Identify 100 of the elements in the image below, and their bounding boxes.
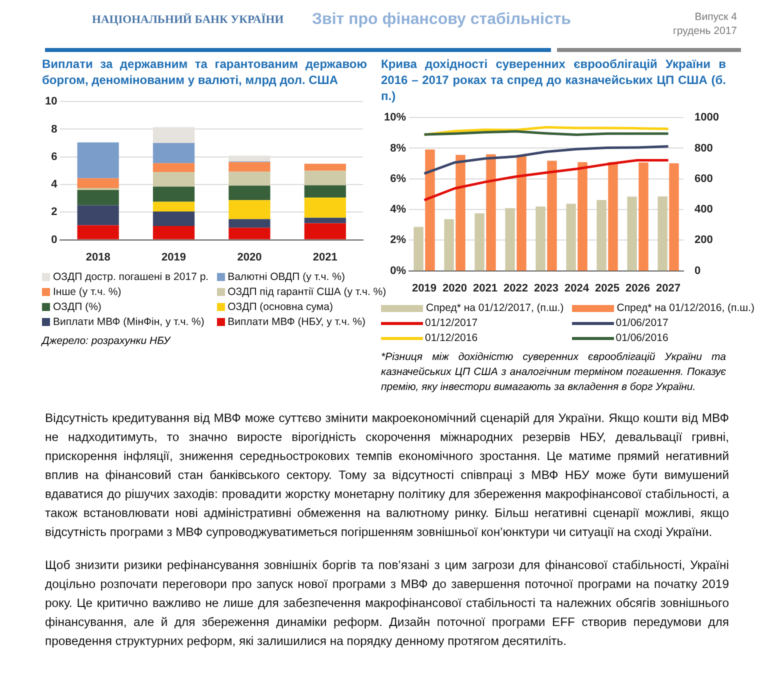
bar — [304, 223, 346, 240]
y2-tick-label: 0 — [694, 264, 701, 277]
chart-title: Крива дохідності суверенних єврооблігацій України в 2016 – 2017 роках та спред до казначейських ЦП США (б. п.) — [381, 56, 726, 104]
y-tick-label: 8% — [390, 142, 406, 154]
bar — [228, 219, 270, 228]
bar — [414, 226, 424, 271]
text: Відсутність кредитування від МВФ може суттєво змінити макроекономічний сценарій для України. Якщо кошти від МВФ не надходитимуть, то значно виросте вірогідність скорочення міжнародних резервів НБУ, девальвації гривні, прискорення інфляції, зниження середньострокових темпів економічного зростання. Це матиме прямий негативний вплив на фінансовий стан банківського сектору. Тому за відсутності співпраці з МВФ НБУ може бути вимушений вдаватися до рішучих заходів: провадити жорстку монетарну політику для збереження макрофінансової стабільності, а також встановлювати нові адміністративні обмеження на валютному ринку. Більш негативні сценарії можливі, якщо відсутність програми з МВФ супроводжуватиметься погіршенням зовнішньої кон’юнктури чи ситуації на сході України. — [45, 410, 729, 541]
y-tick-label: 10% — [384, 112, 406, 124]
bar — [228, 156, 270, 162]
legend-label: 01/12/2016 — [425, 332, 478, 344]
bar — [505, 208, 515, 271]
bar — [536, 206, 546, 271]
legend-label: ОЗДП під гарантії США (у т.ч. %) — [228, 286, 386, 298]
bar — [304, 218, 346, 224]
legend-label: 01/12/2017 — [425, 317, 478, 329]
chart-title: Виплати за державним та гарантованим державою боргом, деномінованим у валюті, млрд дол. США — [42, 56, 367, 88]
y-tick-label: 4% — [390, 204, 406, 216]
x-tick-label: 2024 — [564, 282, 590, 294]
y2-tick-label: 200 — [694, 234, 713, 246]
text: НАЦІОНАЛЬНИЙ БАНК УКРАЇНИ — [92, 14, 284, 26]
bar — [152, 127, 195, 144]
bar — [77, 225, 119, 240]
bar — [77, 142, 119, 178]
x-tick-label: 2027 — [656, 282, 681, 294]
bar — [152, 143, 195, 164]
x-tick-label: 2019 — [412, 282, 437, 294]
x-tick-label: 2025 — [595, 282, 620, 294]
bar — [444, 219, 454, 271]
legend-label: ОЗДП (%) — [53, 301, 102, 313]
bar — [596, 200, 606, 271]
bar — [152, 186, 195, 202]
legend-label: Спред* на 01/12/2017, (п.ш.) — [426, 302, 564, 314]
y2-tick-label: 600 — [694, 172, 713, 185]
legend-label: Виплати МВФ (НБУ, у т.ч. %) — [228, 316, 366, 328]
legend-label: Інше (у т.ч. %) — [53, 286, 122, 298]
bar — [152, 172, 195, 187]
bar — [152, 211, 195, 226]
y-tick-label: 0 — [51, 234, 58, 246]
legend-label: Валютні ОВДП (у т.ч. %) — [228, 271, 345, 283]
x-tick-label: 2019 — [162, 251, 186, 264]
y-tick-label: 6% — [390, 172, 406, 185]
bar — [474, 213, 484, 271]
x-tick-label: 2020 — [442, 282, 468, 294]
bar — [152, 202, 195, 212]
bar — [152, 226, 195, 240]
bar — [608, 162, 618, 271]
y-tick-label: 4 — [51, 178, 58, 191]
bar — [228, 186, 270, 200]
bar — [304, 164, 346, 171]
text: *Різниця між дохідністю суверенних єврооблігацій України та казначейських ЦП США з аналогічним терміном погашення. Показує премію, яку інвестори вимагають за вкладення в борг України. — [381, 350, 726, 395]
bar — [77, 188, 119, 190]
text: Джерело: розрахунки НБУ — [42, 334, 172, 349]
bar — [228, 162, 270, 172]
x-tick-label: 2021 — [473, 282, 498, 294]
bar — [578, 162, 588, 271]
legend-label: 01/06/2016 — [616, 332, 668, 344]
y2-tick-label: 800 — [694, 142, 713, 154]
bar — [486, 154, 496, 271]
bar — [77, 190, 119, 206]
bar — [228, 228, 270, 240]
bar — [638, 162, 648, 271]
y-tick-label: 8 — [51, 123, 58, 136]
y-tick-label: 2% — [390, 234, 406, 246]
y-tick-label: 0% — [390, 264, 406, 277]
legend-label: ОЗДП достр. погашені в 2017 р. — [53, 271, 209, 283]
bar — [669, 163, 679, 271]
legend-label: 01/06/2017 — [616, 317, 668, 329]
bar — [627, 196, 637, 271]
bar — [566, 204, 576, 271]
legend-label: Спред* на 01/12/2016, (п.ш.) — [616, 302, 754, 314]
y2-tick-label: 1000 — [694, 112, 720, 124]
text: Щоб знизити ризики рефінансування зовнішніх боргів та пов’язані з цим загрози для фінансової стабільності, Україні доцільно розпочати переговори про запуск нової програми з МВФ до завершення поточної програми на початку 2019 року. Це критично важливо не лише для забезпечення макрофінансової стабільності та належних обсягів зовнішнього фінансування, але й для збереження динаміки реформ. Дизайн поточної програми EFF створив передумови для проведення структурних реформ, які залишилися на порядку денному протягом десятиліть. — [45, 557, 729, 650]
bar — [77, 178, 119, 188]
legend-label: Виплати МВФ (МінФін, у т.ч. %) — [53, 316, 204, 328]
x-tick-label: 2021 — [312, 251, 338, 264]
legend-label: ОЗДП (основна сума) — [228, 301, 333, 313]
text: Випуск 4 — [694, 10, 737, 24]
bar — [228, 172, 270, 186]
bar — [516, 156, 526, 271]
bar — [304, 198, 346, 218]
bar — [304, 170, 346, 186]
bar — [228, 200, 270, 220]
x-tick-label: 2020 — [237, 251, 262, 264]
y-tick-label: 10 — [44, 96, 58, 108]
y-tick-label: 2 — [51, 206, 58, 218]
x-tick-label: 2023 — [534, 282, 559, 294]
x-tick-label: 2026 — [626, 282, 650, 294]
bar — [304, 185, 346, 198]
bar — [658, 196, 668, 271]
bar — [547, 160, 557, 271]
y2-tick-label: 400 — [694, 204, 713, 216]
bar — [77, 205, 119, 226]
x-tick-label: 2022 — [504, 282, 528, 294]
y-tick-label: 6 — [51, 150, 58, 163]
x-tick-label: 2018 — [86, 251, 110, 264]
bar — [425, 149, 435, 271]
text: Звіт про фінансову стабільність — [312, 11, 572, 29]
bar — [456, 154, 466, 271]
text: грудень 2017 — [673, 24, 737, 38]
bar — [152, 163, 195, 172]
